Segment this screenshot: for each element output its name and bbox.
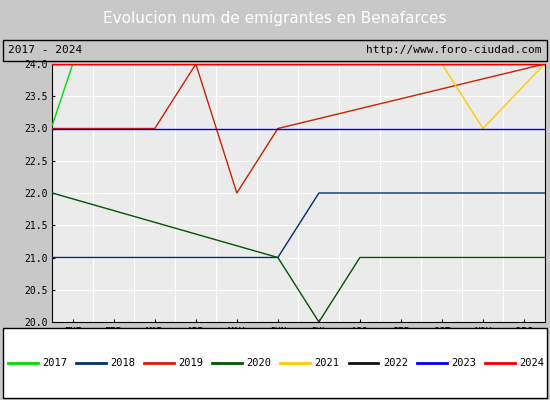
Text: 2023: 2023 — [451, 358, 476, 368]
Text: Evolucion num de emigrantes en Benafarces: Evolucion num de emigrantes en Benafarce… — [103, 12, 447, 26]
Text: http://www.foro-ciudad.com: http://www.foro-ciudad.com — [366, 44, 542, 54]
Text: 2022: 2022 — [383, 358, 408, 368]
Text: 2017: 2017 — [42, 358, 68, 368]
Text: 2017 - 2024: 2017 - 2024 — [8, 44, 82, 54]
Text: 2021: 2021 — [315, 358, 340, 368]
Text: 2018: 2018 — [111, 358, 135, 368]
Text: 2019: 2019 — [179, 358, 204, 368]
Text: 2024: 2024 — [519, 358, 544, 368]
Text: 2020: 2020 — [247, 358, 272, 368]
Bar — [3, 40, 547, 61]
